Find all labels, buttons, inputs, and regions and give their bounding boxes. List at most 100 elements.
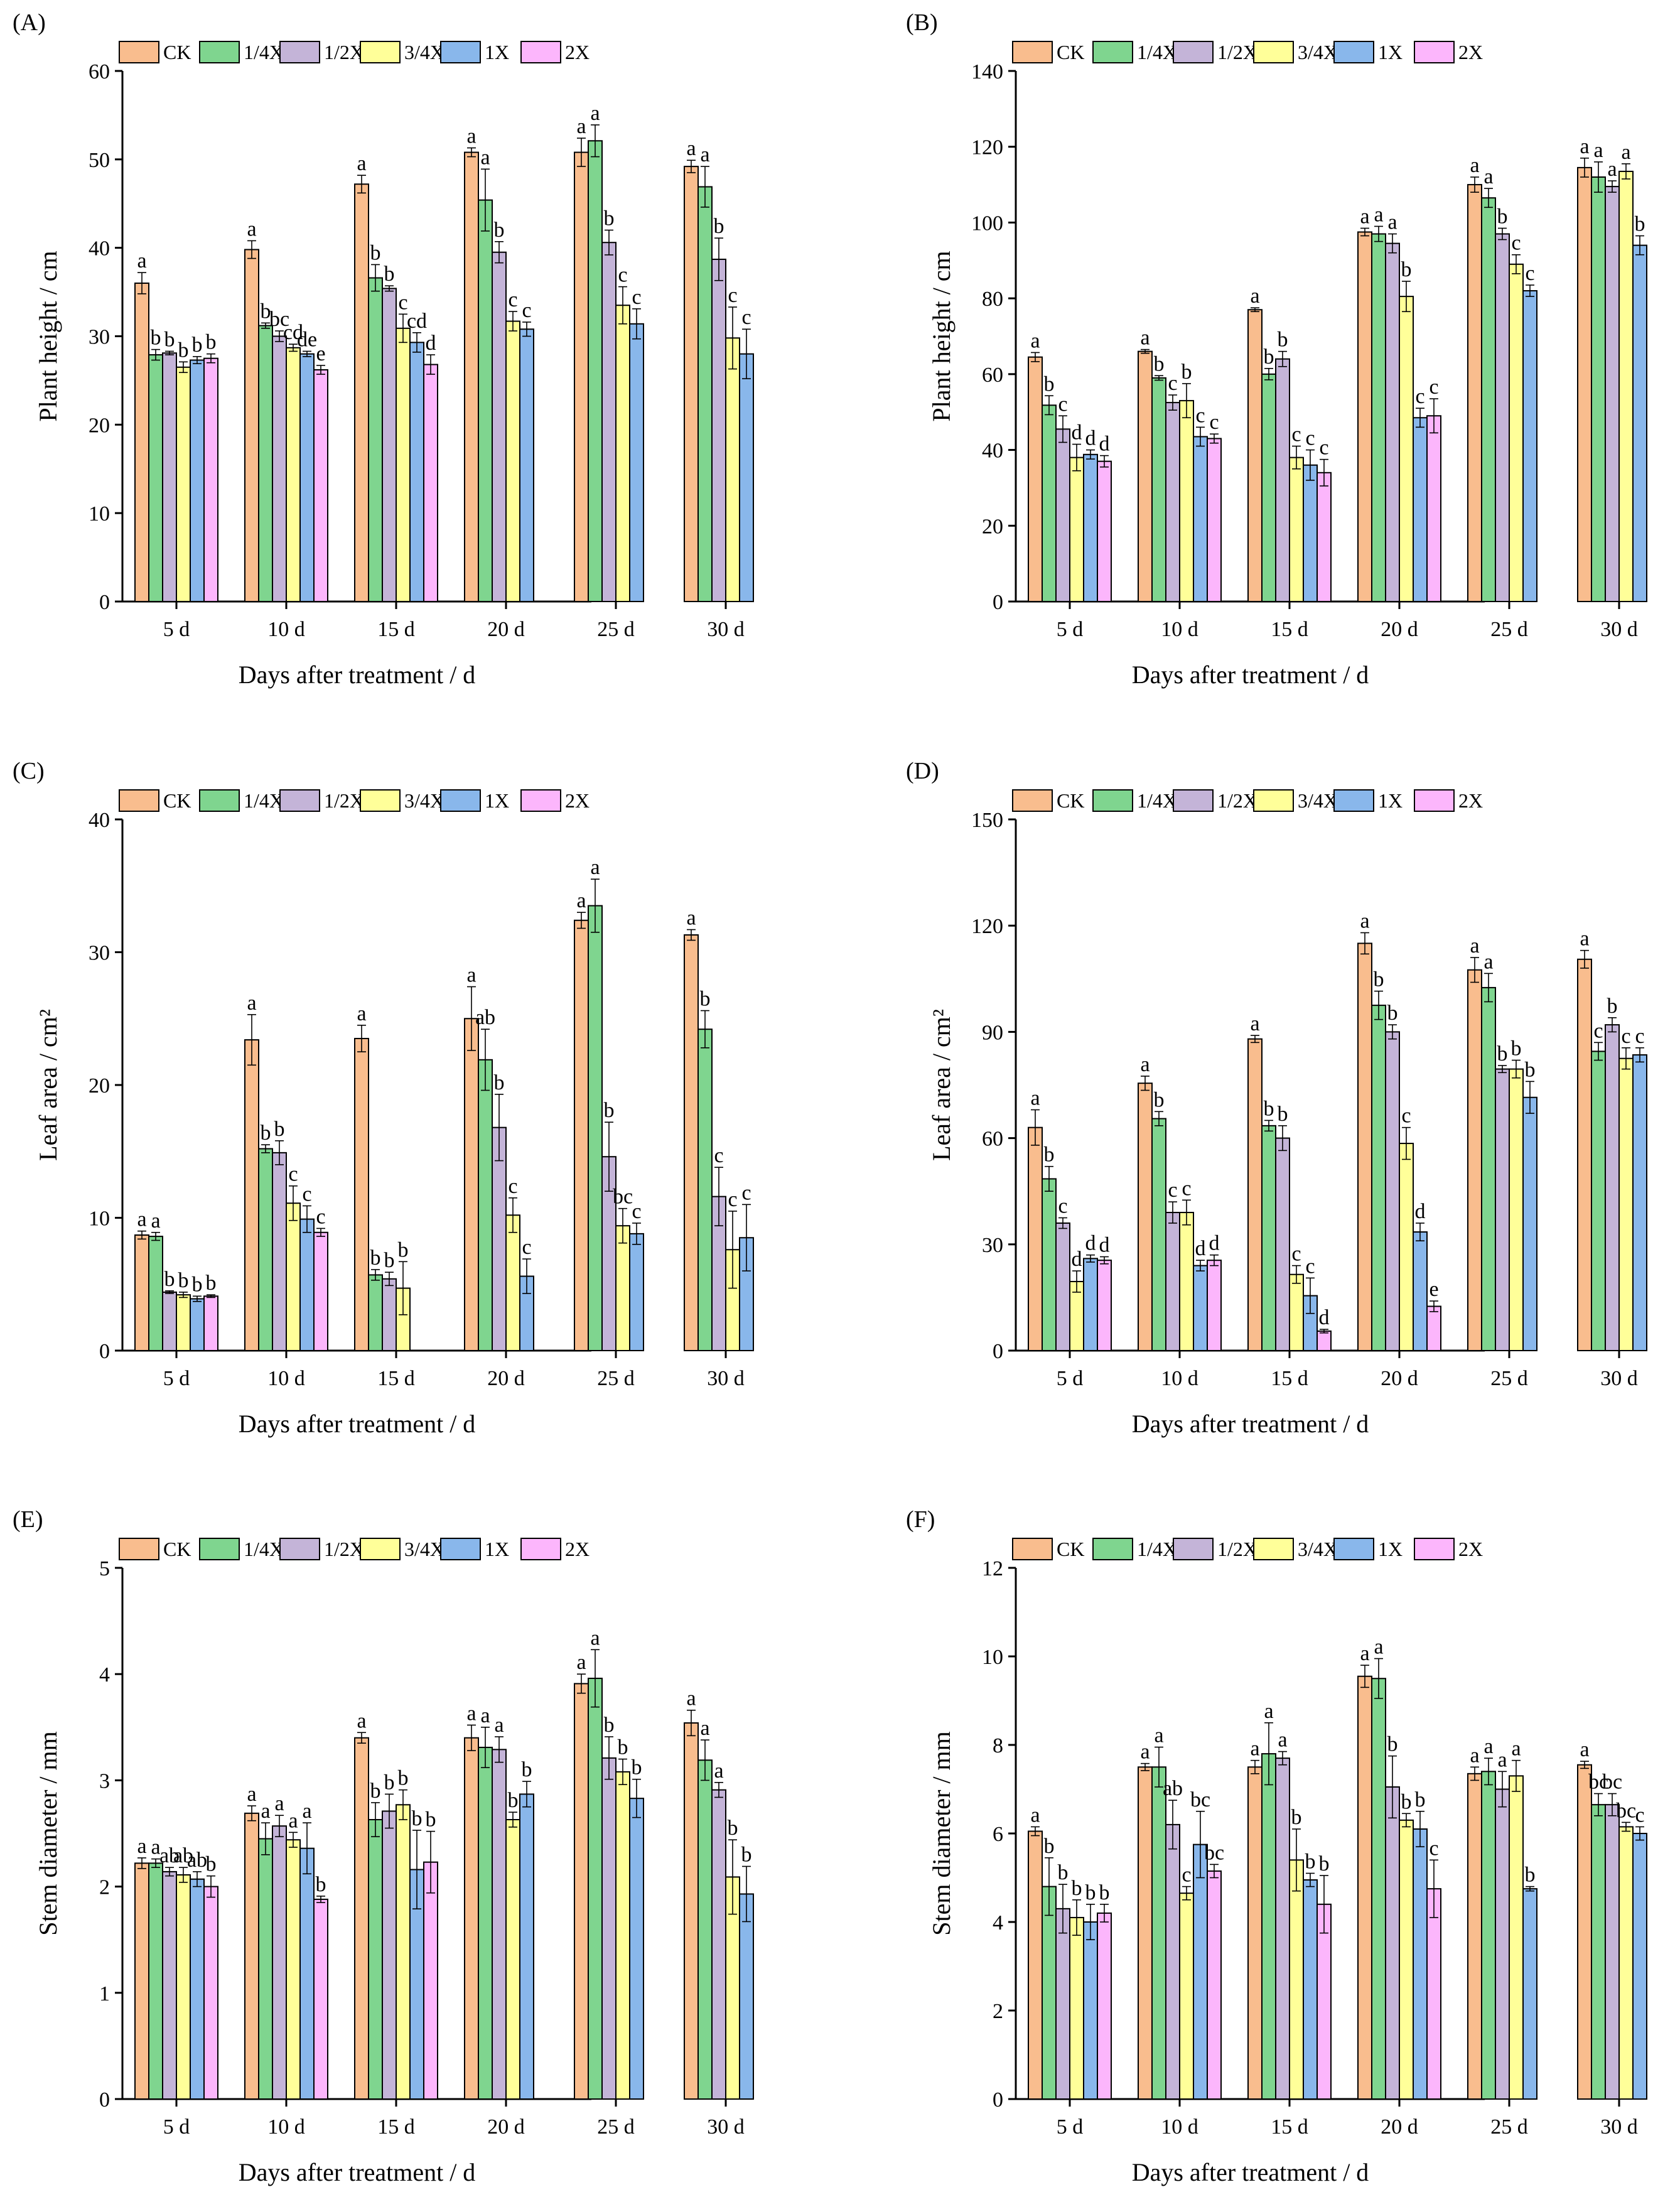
y-axis-title: Stem diameter / mm <box>927 1731 956 1936</box>
legend-swatch-3-4X <box>360 789 401 812</box>
legend-label: 3/4X <box>1298 1538 1338 1560</box>
panel-label: (F) <box>906 1506 935 1533</box>
bar-1-4X-25d <box>1481 197 1496 603</box>
bar-2X-5d <box>203 1295 218 1351</box>
significance-label: b <box>261 1121 271 1145</box>
significance-label: b <box>370 241 381 264</box>
significance-label: b <box>384 262 395 286</box>
significance-label: bc <box>269 308 289 331</box>
bar-CK-25d <box>1467 1773 1482 2100</box>
significance-label: b <box>1182 360 1192 384</box>
significance-label: b <box>494 219 505 242</box>
y-tick-label: 20 <box>982 515 1003 538</box>
bar-3-4X-5d <box>176 1874 191 2100</box>
bar-1X-25d <box>1522 1096 1537 1351</box>
significance-label: c <box>1209 411 1219 434</box>
significance-label: b <box>370 1779 381 1803</box>
bar-3-4X-20d <box>505 1819 520 2100</box>
y-tick-label: 60 <box>982 1128 1003 1151</box>
x-axis-title: Days after treatment / d <box>1132 1410 1369 1438</box>
significance-label: c <box>741 306 751 329</box>
significance-label: a <box>357 152 366 175</box>
significance-label: a <box>247 991 256 1015</box>
bar-3-4X-10d <box>286 1202 301 1351</box>
bar-CK-15d <box>1247 309 1263 602</box>
x-tick-label: 5 d <box>163 1367 190 1390</box>
bar-CK-10d <box>1138 1766 1153 2100</box>
bar-1-4X-5d <box>1042 1886 1057 2100</box>
significance-label: c <box>1319 436 1328 460</box>
bar-1-2X-15d <box>1275 358 1290 602</box>
significance-label: b <box>1264 1097 1274 1120</box>
significance-label: d <box>1072 1248 1082 1271</box>
significance-label: b <box>1044 1143 1055 1167</box>
bar-CK-20d <box>464 151 479 603</box>
significance-label: c <box>522 299 531 322</box>
significance-label: c <box>714 1144 723 1167</box>
legend: CK 1/4X 1/2X 3/4X 1X 2X <box>1012 41 1483 63</box>
significance-label: c <box>1525 262 1534 285</box>
significance-label: d <box>1072 421 1082 445</box>
significance-label: b <box>1415 1788 1426 1811</box>
significance-label: a <box>247 1783 256 1806</box>
significance-label: a <box>137 249 146 273</box>
legend-label: 2X <box>1458 1538 1483 1560</box>
significance-label: b <box>1525 1058 1536 1081</box>
significance-label: ab <box>173 1844 193 1867</box>
significance-label: c <box>1429 375 1438 399</box>
y-tick-label: 20 <box>89 1074 110 1098</box>
significance-label: c <box>1635 1025 1644 1048</box>
bar-1-4X-25d <box>588 905 603 1351</box>
bar-3-4X-20d <box>1399 296 1414 602</box>
bar-1-2X-5d <box>162 1870 177 2100</box>
significance-label: cd <box>283 321 303 344</box>
x-tick-label: 25 d <box>1490 1367 1528 1390</box>
significance-label: a <box>1374 203 1383 226</box>
significance-label: b <box>1072 1877 1082 1900</box>
bar-1-2X-25d <box>601 1757 617 2100</box>
significance-label: a <box>480 1704 490 1727</box>
legend-swatch-1-2X <box>1173 789 1214 812</box>
bar-1X-25d <box>629 1798 644 2100</box>
y-tick-label: 120 <box>971 915 1003 938</box>
significance-label: a <box>686 137 696 160</box>
bar-1X-10d <box>299 1218 315 1351</box>
legend-swatch-CK <box>119 41 159 63</box>
y-axis-title: Leaf area / cm² <box>34 1009 62 1161</box>
legend-label: 1/2X <box>324 789 364 812</box>
y-tick-label: 0 <box>99 591 110 614</box>
legend: CK 1/4X 1/2X 3/4X 1X 2X <box>119 41 590 63</box>
bar-2X-15d <box>423 1861 438 2100</box>
significance-label: a <box>466 1702 476 1725</box>
bar-1-4X-20d <box>478 199 493 603</box>
significance-label: b <box>1374 968 1384 991</box>
significance-label: a <box>1580 927 1589 951</box>
legend-swatch-1-4X <box>1092 1538 1133 1560</box>
bar-3-4X-25d <box>1509 1775 1524 2100</box>
bar-1-4X-25d <box>588 1677 603 2100</box>
legend-label: 1/2X <box>324 41 364 63</box>
bar-2X-10d <box>313 369 328 602</box>
significance-label: a <box>466 125 476 148</box>
legend-swatch-3-4X <box>1253 41 1294 63</box>
significance-label: a <box>576 889 586 912</box>
bar-1-4X-15d <box>1261 1125 1276 1351</box>
bar-1-2X-15d <box>382 1810 397 2100</box>
y-tick-label: 60 <box>982 364 1003 387</box>
bar-3-4X-30d <box>725 337 740 602</box>
significance-label: a <box>1374 1636 1383 1659</box>
significance-label: a <box>1250 1737 1259 1761</box>
bar-1-4X-20d <box>478 1746 493 2100</box>
bar-2X-5d <box>203 357 218 602</box>
chart-panel-2: (B) 0 20 40 60 80 100 120 140 Plant height / cm Da… <box>906 9 1647 689</box>
significance-label: a <box>1511 1737 1521 1761</box>
legend-swatch-3-4X <box>1253 1538 1294 1560</box>
y-tick-label: 40 <box>89 237 110 261</box>
legend-swatch-1-2X <box>279 41 320 63</box>
significance-label: c <box>1415 385 1424 408</box>
significance-label: a <box>1387 211 1397 234</box>
legend-swatch-CK <box>1012 41 1053 63</box>
significance-label: b <box>206 331 217 354</box>
significance-label: c <box>508 1175 517 1198</box>
